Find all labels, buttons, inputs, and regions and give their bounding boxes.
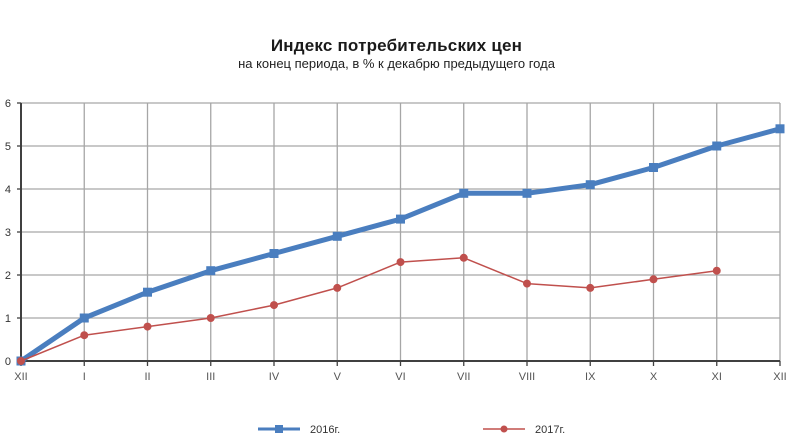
circle-marker [523,279,531,288]
chart-title: Индекс потребительских цен [270,36,523,55]
x-tick-label: XI [712,371,722,383]
circle-marker [80,331,89,340]
square-marker [269,249,279,258]
legend-item: 2017г. [483,424,565,436]
square-marker [143,287,152,297]
y-tick-label: 3 [5,227,11,239]
chart-subtitle: на конец периода, в % к декабрю предыдущ… [238,56,555,71]
square-marker [332,231,342,241]
circle-marker [712,266,721,275]
circle-marker [206,314,215,322]
square-marker [206,266,216,276]
grid-lines [21,102,781,361]
y-tick-label: 5 [5,141,11,153]
legend-label: 2017г. [535,424,565,436]
circle-marker [143,322,152,331]
x-tick-label: VI [395,371,405,383]
circle-marker [17,357,25,365]
x-tick-label: IX [585,371,596,383]
x-tick-label: II [144,371,150,383]
legend-circle-marker [500,425,508,433]
y-tick-label: 1 [5,313,11,325]
y-axis-ticks: 0 1 2 3 4 5 6 [5,98,21,368]
square-marker [79,313,89,323]
y-tick-label: 4 [5,184,11,196]
x-tick-label: V [334,371,342,383]
x-axis-ticks: XII I II III IV V VI VII VIII IX X XI XII [14,361,787,383]
circle-marker [333,283,342,292]
square-marker [396,214,405,224]
circle-marker [396,258,405,267]
series-2017 [17,253,721,365]
data-series [16,124,785,366]
x-tick-label: VIII [519,371,536,383]
legend-item: 2016г. [258,424,340,436]
square-marker [585,180,595,190]
y-tick-label: 6 [5,98,11,110]
circle-marker [586,283,595,292]
x-tick-label: XII [773,371,786,383]
circle-marker [270,301,278,310]
legend-square-marker [275,425,283,433]
x-tick-label: X [650,371,658,383]
series-line [20,257,717,362]
square-marker [522,188,532,198]
x-tick-label: I [83,371,86,383]
square-marker [775,124,785,134]
y-tick-label: 2 [5,270,11,282]
square-marker [459,188,469,198]
x-tick-label: IV [269,371,280,383]
circle-marker [459,253,468,262]
x-tick-label: III [206,371,215,383]
legend-label: 2016г. [310,424,340,436]
y-tick-label: 0 [5,356,11,368]
x-tick-label: VII [457,371,470,383]
circle-marker [649,275,658,284]
legend: 2016г. 2017г. [258,424,565,436]
square-marker [712,141,722,151]
x-tick-label: XII [14,371,27,383]
square-marker [649,163,658,172]
